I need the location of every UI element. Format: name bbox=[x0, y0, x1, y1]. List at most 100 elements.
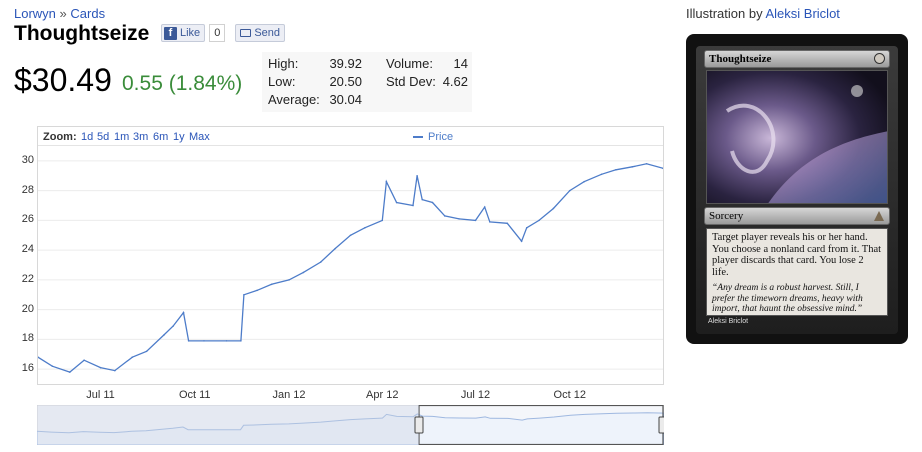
like-count: 0 bbox=[209, 24, 226, 42]
average-value: 30.04 bbox=[329, 92, 362, 107]
high-value: 39.92 bbox=[329, 56, 362, 71]
message-icon bbox=[240, 29, 252, 37]
zoom-3m[interactable]: 3m bbox=[133, 131, 149, 143]
navigator-unselected-mask bbox=[37, 405, 419, 445]
price-point bbox=[203, 340, 205, 342]
x-tick-label: Jul 12 bbox=[460, 389, 491, 401]
price-series-line bbox=[38, 163, 663, 373]
price-point bbox=[458, 218, 460, 220]
set-symbol-icon bbox=[874, 211, 884, 221]
x-tick-label: Oct 12 bbox=[553, 389, 586, 401]
price-point bbox=[51, 365, 54, 367]
facebook-like-button[interactable]: f Like bbox=[161, 24, 206, 42]
price-point bbox=[412, 204, 414, 207]
navigator-left-handle[interactable] bbox=[414, 416, 424, 434]
y-tick-label: 22 bbox=[21, 272, 34, 285]
price-point bbox=[270, 283, 273, 286]
illustration-credit: Illustration by Aleksi Briclot bbox=[686, 6, 840, 21]
stddev-value: 4.62 bbox=[442, 74, 468, 89]
black-mana-icon bbox=[874, 53, 885, 64]
y-tick-label: 24 bbox=[21, 243, 34, 256]
zoom-max[interactable]: Max bbox=[189, 131, 210, 143]
average-label: Average: bbox=[268, 92, 320, 107]
page-title: Thoughtseize bbox=[14, 22, 150, 45]
volume-value: 14 bbox=[453, 56, 468, 71]
zoom-1m[interactable]: 1m bbox=[114, 131, 130, 143]
price-point bbox=[645, 163, 648, 165]
navigator-area bbox=[37, 412, 664, 445]
high-label: High: bbox=[268, 56, 299, 71]
send-label: Send bbox=[254, 27, 281, 39]
legend-label: Price bbox=[428, 131, 454, 143]
price-point bbox=[349, 234, 352, 237]
artwork-illustration bbox=[707, 71, 887, 203]
card-type: Sorcery bbox=[709, 210, 744, 222]
price-point bbox=[385, 180, 388, 183]
navigator-plot[interactable] bbox=[37, 405, 664, 445]
breadcrumb: Lorwyn » Cards bbox=[14, 6, 105, 21]
price-point bbox=[145, 350, 148, 353]
price-point bbox=[631, 166, 634, 168]
chart-legend: Price bbox=[413, 131, 453, 143]
stddev-label: Std Dev: bbox=[386, 74, 436, 89]
breadcrumb-separator: » bbox=[59, 6, 67, 21]
price-point bbox=[600, 173, 603, 176]
price-point bbox=[506, 222, 509, 225]
price-point bbox=[662, 167, 663, 170]
stats-panel bbox=[262, 52, 472, 112]
card-name: Thoughtseize bbox=[709, 53, 772, 65]
card-artist-credit: Aleksi Briclot bbox=[708, 318, 749, 325]
navigator-right-handle[interactable] bbox=[658, 416, 664, 434]
price-point bbox=[431, 201, 434, 204]
price-point bbox=[364, 227, 366, 229]
low-value: 20.50 bbox=[329, 74, 362, 89]
card-body: Thoughtseize bbox=[696, 46, 898, 334]
breadcrumb-set-link[interactable]: Lorwyn bbox=[14, 6, 56, 21]
price-point bbox=[225, 340, 228, 342]
current-price: $30.49 bbox=[14, 62, 112, 98]
price-change: 0.55 (1.84%) bbox=[122, 72, 243, 95]
card-rules-text: Target player reveals his or her hand. Y… bbox=[712, 232, 882, 278]
facebook-icon: f bbox=[164, 26, 177, 40]
price-point bbox=[489, 221, 491, 223]
price-point bbox=[288, 279, 290, 281]
low-label: Low: bbox=[268, 74, 296, 89]
price-point bbox=[552, 207, 555, 210]
y-tick-label: 26 bbox=[21, 213, 34, 226]
range-navigator[interactable] bbox=[37, 405, 664, 445]
y-tick-label: 16 bbox=[21, 362, 34, 375]
artist-link[interactable]: Aleksi Briclot bbox=[765, 6, 840, 21]
card-name-bar: Thoughtseize bbox=[704, 50, 890, 68]
price-point bbox=[131, 356, 134, 359]
zoom-5d[interactable]: 5d bbox=[97, 131, 110, 143]
price-point bbox=[395, 201, 398, 204]
zoom-label: Zoom: bbox=[43, 131, 77, 143]
card-text-box: Target player reveals his or her hand. Y… bbox=[706, 228, 888, 316]
price-point bbox=[319, 261, 322, 263]
price-point bbox=[334, 247, 336, 250]
price-point bbox=[256, 289, 259, 292]
send-button[interactable]: Send bbox=[235, 24, 286, 42]
breadcrumb-cards-link[interactable]: Cards bbox=[70, 6, 106, 21]
price-point bbox=[583, 180, 585, 183]
price-point bbox=[187, 340, 190, 342]
price-point bbox=[172, 325, 175, 327]
price-point bbox=[182, 311, 185, 314]
price-point bbox=[163, 334, 165, 336]
price-point bbox=[83, 359, 85, 361]
y-tick-label: 30 bbox=[21, 153, 34, 166]
price-chart: Zoom: 1d 5d 1m 3m 6m 1y Max Price bbox=[37, 126, 664, 385]
price-line-plot[interactable] bbox=[38, 146, 663, 384]
price-point bbox=[99, 366, 102, 369]
card-image: Thoughtseize bbox=[686, 34, 908, 344]
zoom-6m[interactable]: 6m bbox=[153, 131, 169, 143]
zoom-1y[interactable]: 1y bbox=[173, 131, 185, 143]
y-tick-label: 20 bbox=[21, 302, 34, 315]
price-point bbox=[381, 219, 384, 222]
y-tick-label: 28 bbox=[21, 183, 34, 196]
price-point bbox=[443, 215, 446, 217]
x-tick-label: Jul 11 bbox=[86, 389, 115, 401]
zoom-1d[interactable]: 1d bbox=[81, 131, 94, 143]
card-type-bar: Sorcery bbox=[704, 207, 890, 225]
price-point bbox=[474, 219, 477, 222]
